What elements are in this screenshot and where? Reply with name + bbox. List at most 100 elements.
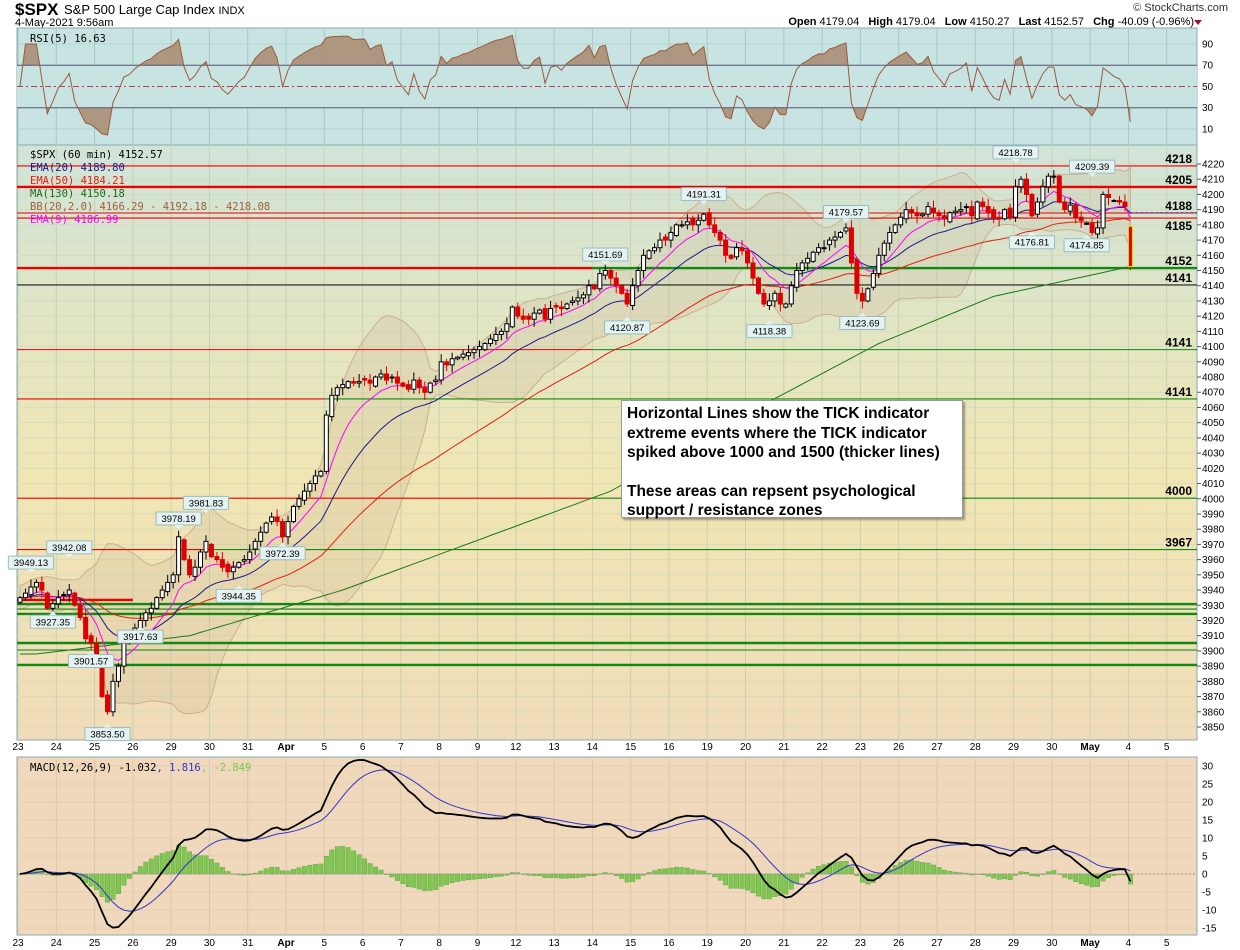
- candle: [334, 387, 340, 396]
- macd-histogram-bar: [936, 867, 942, 875]
- x-tick-label: 14: [587, 938, 599, 949]
- macd-histogram-bar: [909, 859, 915, 875]
- macd-histogram-bar: [810, 868, 816, 875]
- x-tick-label: 30: [204, 938, 216, 949]
- candle: [788, 285, 794, 305]
- macd-histogram-bar: [258, 870, 264, 875]
- candle: [33, 581, 39, 588]
- candle: [416, 379, 422, 389]
- macd-histogram-bar: [471, 873, 477, 880]
- candle: [466, 352, 472, 357]
- macd-histogram-bar: [378, 869, 384, 875]
- macd-histogram-bar: [734, 873, 739, 889]
- candle: [476, 346, 482, 351]
- x-tick-label: 5: [322, 742, 328, 753]
- candle: [198, 551, 204, 568]
- x-tick-label: 27: [931, 938, 943, 949]
- level-label: 4218: [1165, 152, 1192, 166]
- x-tick-label: 29: [166, 742, 178, 753]
- macd-histogram-bar: [126, 873, 132, 879]
- callout-pointer: [1082, 234, 1091, 239]
- macd-histogram-bar: [329, 849, 335, 875]
- candle: [854, 259, 860, 294]
- macd-histogram-bar: [674, 866, 679, 875]
- candle: [105, 694, 111, 713]
- price-callout-label: 4123.69: [845, 319, 879, 330]
- candle: [958, 209, 964, 212]
- x-tick-label: 25: [89, 938, 101, 949]
- macd-histogram-bar: [1007, 873, 1013, 880]
- candle: [230, 566, 236, 573]
- y-tick-label: 4220: [1202, 160, 1225, 171]
- annotation-line: Horizontal Lines show the TICK indicator: [627, 405, 930, 422]
- candle: [881, 242, 887, 256]
- macd-tick-label: -5: [1202, 888, 1211, 899]
- price-callout-label: 3927.35: [36, 617, 70, 628]
- ma130-line: [20, 266, 1131, 655]
- macd-histogram-bar: [1078, 873, 1084, 884]
- macd-histogram-bar: [488, 873, 493, 878]
- candle: [471, 349, 477, 354]
- candle: [373, 376, 379, 387]
- candle: [291, 505, 296, 523]
- callout-pointer: [103, 723, 112, 728]
- candle: [597, 273, 603, 290]
- y-tick-label: 4100: [1202, 342, 1225, 353]
- bb-legend: BB(20,2.0) 4166.29 - 4192.18 - 4218.08: [30, 201, 270, 213]
- annotation-line: These areas can repsent psychological: [627, 482, 916, 500]
- y-tick-label: 3930: [1202, 601, 1225, 612]
- x-tick-label: 12: [510, 742, 522, 753]
- candle: [1111, 200, 1117, 203]
- macd-histogram-bar: [679, 867, 685, 875]
- candle: [690, 218, 696, 226]
- y-tick-label: 4010: [1202, 479, 1225, 490]
- high-value: 4179.04: [895, 16, 936, 28]
- macd-histogram-bar: [805, 872, 811, 875]
- macd-histogram-bar: [663, 868, 668, 875]
- candle: [542, 308, 548, 320]
- macd-histogram-bar: [756, 873, 761, 897]
- x-tick-label: 13: [548, 938, 560, 949]
- macd-histogram-bar: [717, 873, 723, 881]
- candle: [1045, 175, 1051, 188]
- candle: [772, 292, 778, 302]
- macd-histogram-bar: [99, 873, 105, 897]
- candle: [662, 236, 668, 241]
- candle: [777, 292, 783, 305]
- rsi-line: [19, 34, 1131, 136]
- candle: [816, 247, 822, 253]
- candle: [723, 239, 729, 256]
- ema50-legend: EMA(50) 4184.21: [30, 175, 125, 187]
- callout-pointer: [201, 509, 210, 514]
- candle: [635, 270, 641, 287]
- candle: [252, 540, 258, 550]
- x-tick-label: 30: [204, 742, 216, 753]
- candle: [449, 358, 455, 366]
- callout-pointer: [136, 626, 145, 631]
- macd-histogram-bar: [690, 869, 696, 875]
- candle: [646, 250, 652, 259]
- y-tick-label: 4060: [1202, 403, 1225, 414]
- x-tick-label: 28: [970, 938, 982, 949]
- price-callout-label: 3972.39: [265, 549, 299, 560]
- macd-histogram-bar: [296, 867, 302, 875]
- macd-histogram-bar: [1045, 871, 1051, 875]
- ema50-line: [19, 218, 1131, 619]
- candle: [1002, 209, 1008, 220]
- low-label: Low: [944, 16, 967, 28]
- macd-histogram-bar: [345, 847, 351, 875]
- x-tick-label: 5: [1164, 742, 1170, 753]
- candle: [734, 247, 740, 258]
- ema20-legend: EMA(20) 4189.80: [30, 162, 125, 174]
- price-panel: [16, 144, 1198, 741]
- candle: [400, 382, 406, 387]
- macd-histogram-bar: [1084, 873, 1090, 886]
- open-value: 4179.04: [819, 16, 860, 28]
- y-tick-label: 3920: [1202, 616, 1225, 627]
- price-callout-label: 4120.87: [610, 323, 644, 334]
- macd-tick-label: 10: [1202, 834, 1214, 845]
- macd-histogram-bar: [914, 860, 920, 875]
- candle: [55, 597, 61, 605]
- candle: [1051, 175, 1057, 178]
